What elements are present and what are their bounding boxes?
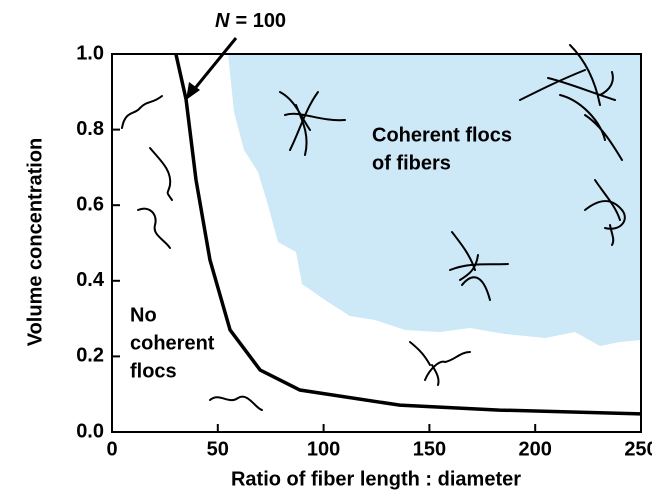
x-axis-label: Ratio of fiber length : diameter bbox=[231, 468, 521, 490]
curve-symbol: N bbox=[215, 10, 230, 32]
x-tick-label: 250 bbox=[624, 438, 652, 460]
y-tick-label: 0.8 bbox=[76, 118, 104, 140]
curve-label: N = 100 bbox=[215, 10, 286, 32]
y-tick-label: 1.0 bbox=[76, 42, 104, 64]
x-tick-label: 150 bbox=[413, 438, 446, 460]
annotation-arrow bbox=[190, 37, 238, 93]
x-tick-label: 200 bbox=[519, 438, 552, 460]
arrow-head bbox=[186, 82, 200, 100]
region-label: coherent bbox=[130, 332, 215, 354]
y-tick-label: 0.4 bbox=[76, 269, 105, 291]
y-tick-label: 0.6 bbox=[76, 193, 104, 215]
curve bbox=[174, 53, 642, 416]
x-tick-label: 0 bbox=[106, 438, 117, 460]
plot-frame bbox=[111, 53, 642, 433]
y-tick-label: 0.0 bbox=[76, 420, 104, 442]
curve-text: = 100 bbox=[235, 10, 286, 32]
fibers bbox=[121, 44, 626, 411]
y-axis-label: Volume concentration bbox=[24, 138, 46, 347]
x-tick-label: 50 bbox=[207, 438, 229, 460]
coherent-region bbox=[228, 54, 641, 346]
region-label: of fibers bbox=[372, 152, 451, 174]
region-label: Coherent flocs bbox=[372, 124, 512, 146]
y-tick-label: 0.2 bbox=[76, 345, 104, 367]
region-label: flocs bbox=[130, 360, 177, 382]
region-label: No bbox=[130, 304, 157, 326]
x-tick-label: 100 bbox=[307, 438, 340, 460]
